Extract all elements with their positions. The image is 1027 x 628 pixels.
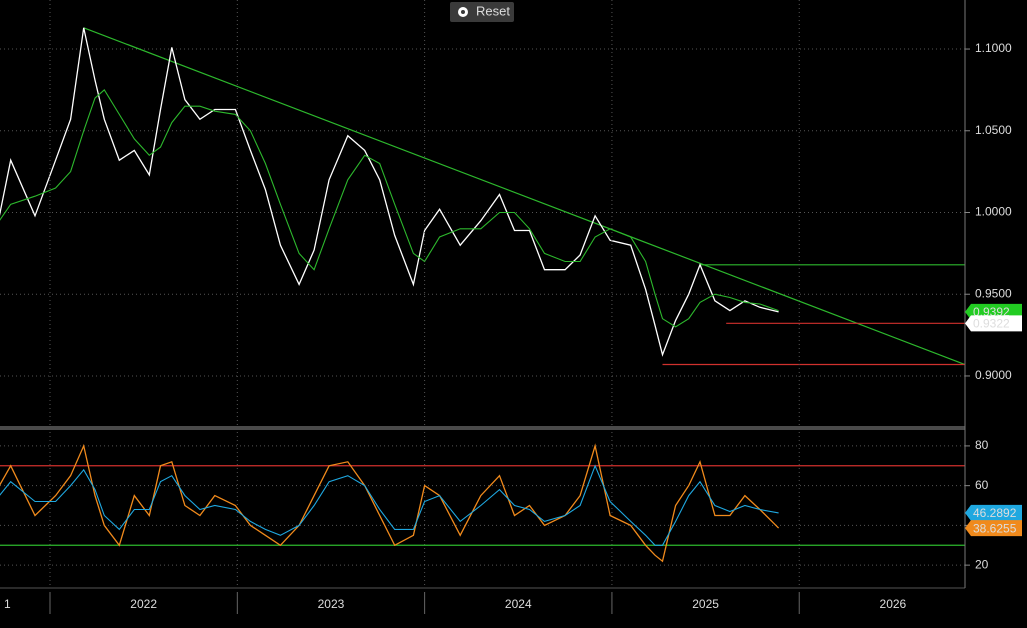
series-line [0, 464, 779, 546]
x-tick-label: 2023 [318, 597, 345, 611]
reset-button[interactable]: Reset [450, 2, 514, 22]
y-tick-label: 80 [975, 438, 989, 452]
last-value-text: 46.2892 [973, 506, 1017, 520]
series-line [0, 443, 780, 563]
y-tick-label: 60 [975, 478, 989, 492]
last-value-text: 38.6255 [973, 521, 1017, 535]
x-tick-label: 2024 [505, 597, 532, 611]
series-line [0, 89, 779, 328]
y-tick-label: 1.0500 [975, 123, 1012, 137]
reset-button-bg[interactable] [450, 2, 514, 22]
last-value-label: 46.2892 [965, 504, 1022, 521]
reference-line [83, 27, 966, 366]
last-value-text: 0.9322 [973, 316, 1010, 330]
x-tick-label: 1 [4, 597, 11, 611]
panel-divider [0, 426, 1027, 430]
y-tick-label: 0.9500 [975, 286, 1012, 300]
last-value-box [965, 520, 1022, 537]
x-tick-label: 2025 [692, 597, 719, 611]
series-line [0, 27, 779, 357]
y-tick-label: 1.1000 [975, 41, 1012, 55]
last-value-label: 38.6255 [965, 520, 1022, 537]
last-value-box [965, 504, 1022, 521]
reset-icon-dot[interactable] [461, 10, 465, 14]
last-value-box [965, 315, 1022, 332]
y-tick-label: 20 [975, 557, 989, 571]
x-tick-label: 2022 [130, 597, 157, 611]
x-tick-label: 2026 [880, 597, 907, 611]
y-tick-label: 1.0000 [975, 205, 1012, 219]
reset-label[interactable]: Reset [476, 3, 510, 18]
last-value-label: 0.9322 [965, 315, 1022, 332]
y-tick-label: 0.9000 [975, 368, 1012, 382]
